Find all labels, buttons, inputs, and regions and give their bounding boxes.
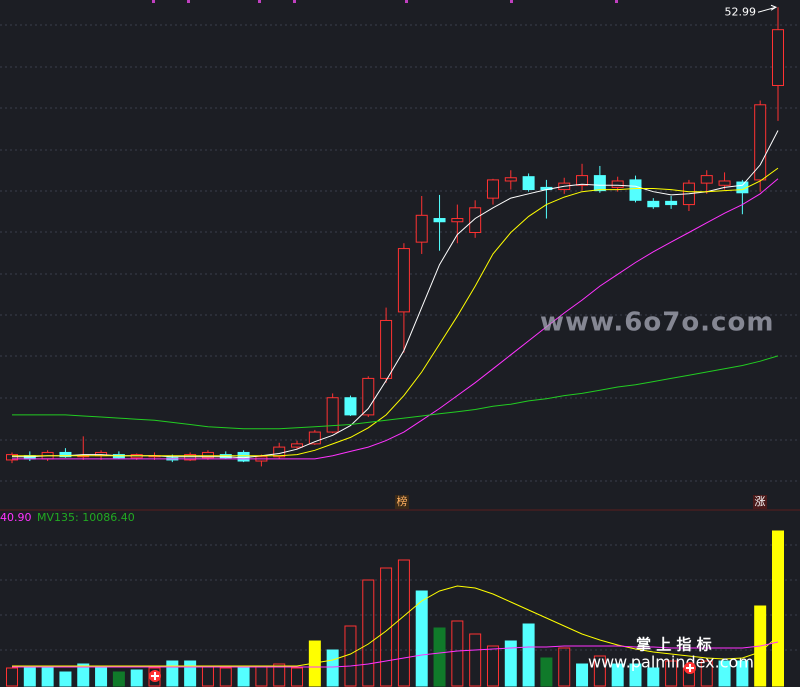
volume-bar: [611, 663, 624, 687]
volume-bar: [77, 663, 90, 687]
moving-average: [12, 167, 779, 457]
candle-body: [665, 200, 678, 206]
candle-body: [469, 207, 482, 233]
watermark: www.palmindex.com: [588, 653, 754, 672]
watermark: www.6o7o.com: [540, 308, 774, 338]
candle-body: [433, 218, 446, 223]
candle-body: [486, 179, 499, 199]
volume-bar: [718, 660, 731, 687]
candle-body: [772, 29, 784, 86]
candle-body: [130, 454, 143, 459]
candle-body: [184, 454, 197, 461]
candle-body: [504, 177, 517, 182]
volume-bar: [130, 669, 143, 687]
volume-bar: [95, 665, 108, 687]
volume-bar: [219, 667, 232, 687]
candle-body: [754, 104, 767, 181]
volume-bar: [558, 647, 571, 687]
volume-bar: [41, 665, 54, 687]
volume-header: 40.90: [0, 511, 32, 524]
volume-bar: [23, 667, 36, 687]
candle-body: [59, 451, 72, 458]
volume-bar: [576, 663, 589, 687]
candle-body: [380, 319, 393, 379]
volume-bar: [469, 633, 482, 687]
volume-bar: [647, 667, 660, 687]
volume-bar: [504, 640, 517, 687]
volume-bar: [700, 660, 713, 687]
candle-body: [611, 180, 624, 188]
volume-bar: [433, 627, 446, 687]
volume-bar: [451, 620, 464, 687]
volume-bar: [736, 660, 749, 687]
marker: 涨: [755, 495, 766, 508]
volume-bar: [540, 657, 553, 687]
candle-body: [700, 175, 713, 184]
candle-body: [344, 397, 357, 416]
volume-bar: [273, 663, 286, 687]
candle-body: [451, 218, 464, 223]
volume-bar: [291, 667, 304, 687]
candle-body: [576, 175, 589, 186]
candle-body: [522, 176, 535, 191]
marker-box: [395, 495, 409, 509]
candle-body: [201, 451, 214, 459]
badge: [684, 662, 696, 674]
volume-bar: [326, 649, 339, 687]
high-arrow: [757, 4, 778, 13]
candle-body: [647, 200, 660, 208]
volume-bar: [237, 667, 250, 687]
candle-body: [308, 431, 321, 445]
high-label: 52.99: [725, 5, 757, 18]
price-grid: [0, 24, 800, 651]
marker-box: [753, 495, 767, 509]
candle-body: [237, 451, 250, 462]
volume-bar: [665, 660, 678, 687]
candle-body: [326, 397, 339, 433]
watermark: 掌 上 指 标: [636, 636, 712, 654]
marker: 榜: [397, 494, 408, 508]
volume-bar: [184, 660, 197, 687]
candle-body: [593, 175, 606, 192]
moving-average: [12, 178, 779, 460]
volume-bar: [772, 530, 784, 687]
moving-average: [12, 355, 779, 430]
volume-bar: [522, 623, 535, 687]
candle-body: [6, 454, 18, 461]
volume-header: MV135: 10086.40: [37, 511, 135, 524]
volume-bar: [397, 559, 410, 687]
candle-body: [397, 248, 410, 313]
candle-body: [629, 179, 642, 201]
candle-body: [362, 377, 375, 416]
candle-body: [718, 180, 731, 186]
volume-bar: [59, 671, 72, 687]
volume-average: [12, 641, 779, 668]
volume-bar: [486, 645, 499, 687]
volume-bar: [166, 660, 179, 687]
volume-bar: [6, 667, 18, 687]
volume-bar: [415, 590, 428, 687]
candle-body: [291, 443, 304, 448]
candle-body: [112, 454, 125, 459]
volume-bar: [112, 671, 125, 687]
candle-body: [415, 214, 428, 243]
volume-bar: [593, 655, 606, 687]
badge: [149, 670, 161, 682]
top-dots: [152, 0, 618, 3]
volume-average: [12, 585, 779, 667]
volume-bar: [629, 663, 642, 687]
volume-bar: [362, 579, 375, 687]
